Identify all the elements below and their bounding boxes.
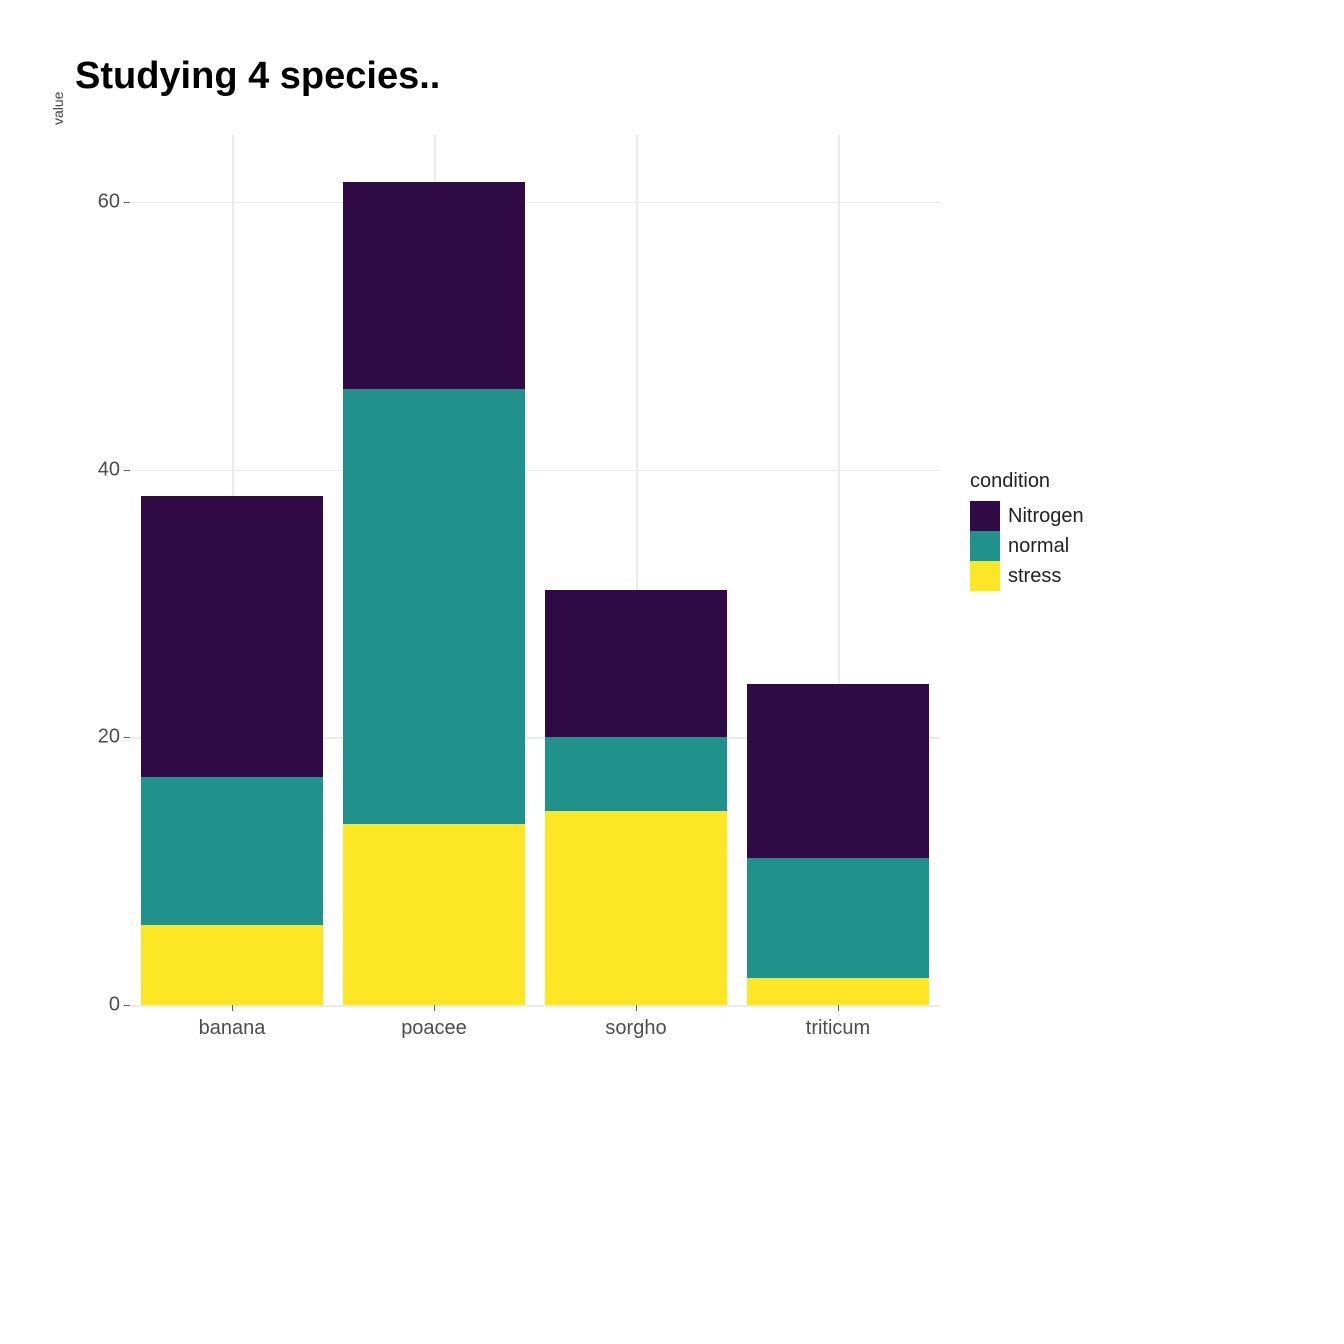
- bar-segment-normal: [343, 389, 525, 824]
- legend-label: stress: [1008, 565, 1061, 588]
- legend-title: condition: [970, 470, 1084, 493]
- x-tick-mark: [232, 1005, 233, 1011]
- chart-title: Studying 4 species..: [75, 55, 440, 98]
- y-tick-label: 40: [98, 458, 120, 481]
- legend-label: Nitrogen: [1008, 505, 1084, 528]
- gridline-h: [130, 202, 940, 204]
- bar-segment-normal: [545, 737, 727, 811]
- legend-item: normal: [970, 531, 1084, 561]
- bar-segment-stress: [747, 978, 929, 1005]
- bar-segment-stress: [141, 925, 323, 1005]
- y-tick-mark: [124, 470, 130, 471]
- legend: condition Nitrogen normal stress: [970, 470, 1084, 591]
- y-tick-label: 20: [98, 726, 120, 749]
- x-tick-label: sorgho: [605, 1017, 666, 1040]
- bar-segment-normal: [141, 777, 323, 924]
- x-tick-mark: [434, 1005, 435, 1011]
- legend-item: stress: [970, 561, 1084, 591]
- x-tick-label: banana: [199, 1017, 266, 1040]
- x-tick-mark: [636, 1005, 637, 1011]
- y-tick-mark: [124, 202, 130, 203]
- gridline-h: [130, 470, 940, 472]
- x-tick-label: triticum: [806, 1017, 870, 1040]
- bar-segment-stress: [545, 811, 727, 1005]
- y-tick-label: 60: [98, 190, 120, 213]
- bar-segment-Nitrogen: [545, 590, 727, 737]
- legend-swatch: [970, 561, 1000, 591]
- legend-item: Nitrogen: [970, 501, 1084, 531]
- bar-segment-Nitrogen: [343, 182, 525, 389]
- bar-segment-Nitrogen: [141, 496, 323, 777]
- bar-segment-Nitrogen: [747, 684, 929, 858]
- x-tick-label: poacee: [401, 1017, 467, 1040]
- legend-swatch: [970, 531, 1000, 561]
- gridline-h: [130, 1005, 940, 1007]
- plot-area: 0204060bananapoaceesorghotriticum: [130, 135, 940, 1005]
- y-axis-label: value: [50, 92, 66, 125]
- bar-segment-normal: [747, 858, 929, 978]
- bar-segment-stress: [343, 824, 525, 1005]
- y-tick-label: 0: [109, 994, 120, 1017]
- legend-swatch: [970, 501, 1000, 531]
- x-tick-mark: [838, 1005, 839, 1011]
- y-tick-mark: [124, 737, 130, 738]
- legend-label: normal: [1008, 535, 1069, 558]
- y-tick-mark: [124, 1005, 130, 1006]
